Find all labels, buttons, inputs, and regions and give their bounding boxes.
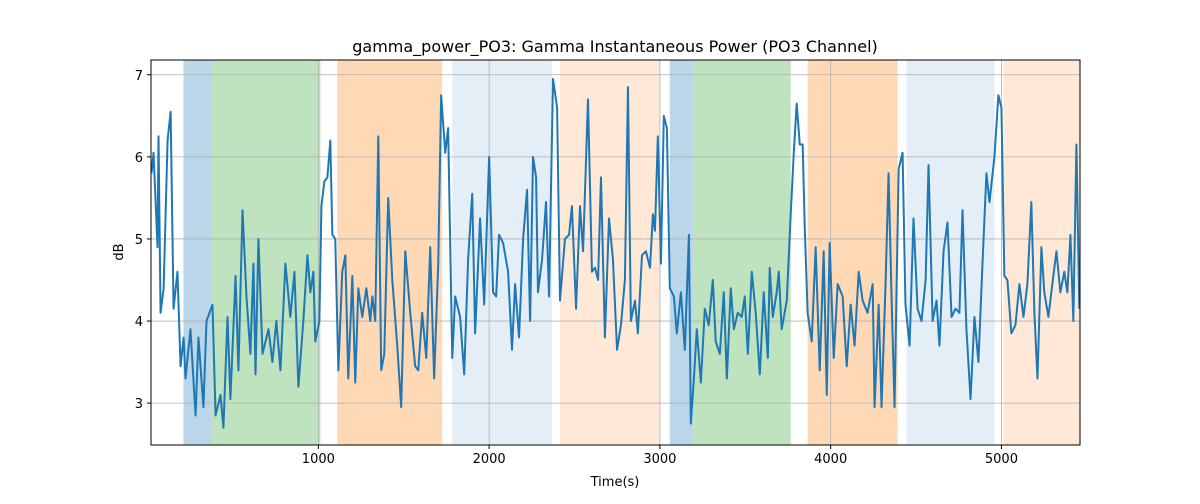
plot-frame [150,59,1081,446]
y-tick-label: 5 [135,233,143,248]
shaded-span [211,60,321,445]
chart-title: gamma_power_PO3: Gamma Instantaneous Pow… [352,37,878,57]
y-axis-label: dB [112,243,127,260]
shaded-span [559,60,660,445]
x-tick-label: 2000 [473,452,506,467]
shaded-span [692,60,791,445]
shaded-span [906,60,995,445]
x-tick-label: 4000 [814,452,847,467]
ticks: 1000 2000 3000 4000 5000 3 4 5 6 7 [135,69,1018,467]
x-tick-label: 5000 [985,452,1018,467]
x-tick-label: 3000 [643,452,676,467]
x-axis-label: Time(s) [590,475,640,490]
shaded-span [669,60,693,445]
y-tick-label: 3 [135,397,143,412]
y-tick-label: 4 [135,315,143,330]
spans [183,60,1080,445]
plot [150,77,1081,429]
shaded-span [807,60,898,445]
data-line [150,77,1081,429]
y-tick-label: 7 [135,69,143,84]
y-tick-label: 6 [135,151,143,166]
x-tick-label: 1000 [302,452,335,467]
shaded-span [337,60,443,445]
